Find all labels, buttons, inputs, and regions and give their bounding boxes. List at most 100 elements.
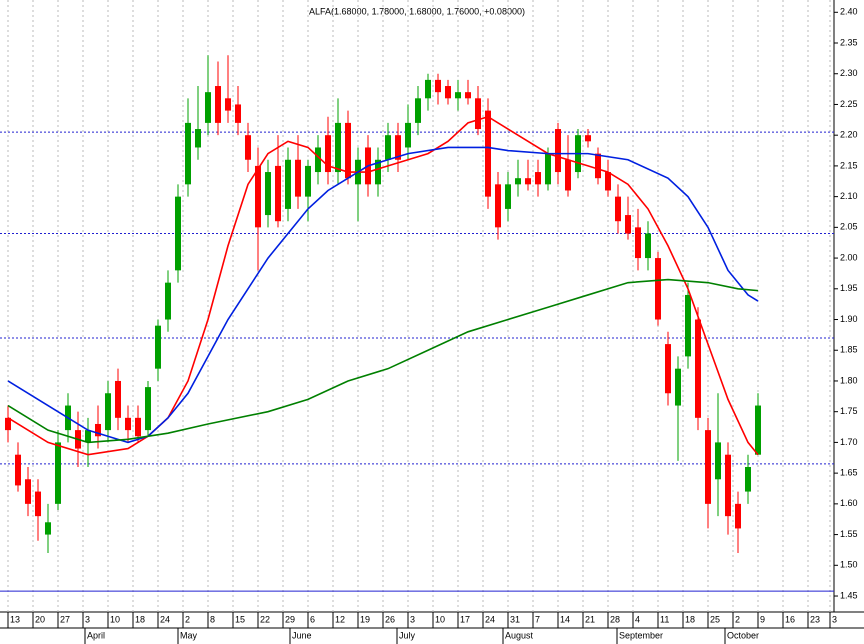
x-tick-label: 26 (385, 614, 395, 624)
candle-body (305, 165, 311, 197)
y-tick-label: 1.85 (840, 345, 858, 355)
y-tick-label: 1.95 (840, 283, 858, 293)
candle-body (25, 479, 31, 504)
y-tick-label: 2.20 (840, 130, 858, 140)
candle-body (265, 172, 271, 216)
candle-body (145, 387, 151, 431)
candle-body (375, 159, 381, 185)
candle-body (245, 135, 251, 160)
candle-body (595, 153, 601, 179)
x-tick-label: 8 (210, 614, 215, 624)
y-tick-label: 2.40 (840, 7, 858, 17)
candle-body (495, 184, 501, 228)
candle-body (555, 129, 561, 173)
candle-body (615, 196, 621, 222)
candle-body (645, 233, 651, 259)
candle-body (345, 122, 351, 179)
candle-body (385, 135, 391, 160)
candle-body (625, 215, 631, 234)
candle-body (135, 417, 141, 437)
candle-body (465, 92, 471, 99)
candle-body (515, 178, 521, 185)
candle-body (335, 122, 341, 173)
month-label: May (180, 630, 198, 640)
month-label: August (505, 630, 534, 640)
x-tick-label: 23 (810, 614, 820, 624)
x-tick-label: 24 (160, 614, 170, 624)
month-label: June (292, 630, 312, 640)
y-tick-label: 1.50 (840, 560, 858, 570)
candle-body (425, 79, 431, 99)
y-tick-label: 2.05 (840, 222, 858, 232)
candle-body (315, 147, 321, 173)
x-tick-label: 3 (85, 614, 90, 624)
candle-body (295, 159, 301, 197)
candle-body (275, 165, 281, 222)
x-tick-label: 9 (760, 614, 765, 624)
candle-body (695, 319, 701, 418)
month-label: April (87, 630, 105, 640)
candle-body (205, 92, 211, 123)
candle-body (445, 86, 451, 99)
candle-body (125, 417, 131, 431)
candle-body (285, 159, 291, 209)
x-tick-label: 14 (560, 614, 570, 624)
candle-body (455, 92, 461, 99)
x-tick-label: 10 (110, 614, 120, 624)
candle-body (635, 227, 641, 259)
y-tick-label: 2.35 (840, 37, 858, 47)
candle-body (705, 430, 711, 504)
y-tick-label: 1.90 (840, 314, 858, 324)
x-tick-label: 12 (335, 614, 345, 624)
x-tick-label: 2 (735, 614, 740, 624)
x-tick-label: 2 (185, 614, 190, 624)
candle-body (715, 442, 721, 480)
y-tick-label: 1.45 (840, 590, 858, 600)
candle-body (55, 442, 61, 504)
x-tick-label: 6 (310, 614, 315, 624)
y-tick-label: 1.80 (840, 375, 858, 385)
candle-body (175, 196, 181, 271)
x-tick-label: 18 (135, 614, 145, 624)
candle-body (755, 405, 761, 455)
candle-body (545, 153, 551, 185)
x-tick-label: 4 (635, 614, 640, 624)
x-tick-label: 19 (360, 614, 370, 624)
chart-title: ALFA(1.68000, 1.78000, 1.68000, 1.76000,… (309, 6, 525, 16)
candle-body (165, 282, 171, 320)
candle-body (45, 522, 51, 535)
candle-body (325, 135, 331, 173)
candle-body (405, 122, 411, 148)
candle-body (675, 368, 681, 406)
candle-body (215, 86, 221, 123)
month-label: July (399, 630, 416, 640)
candle-body (185, 122, 191, 185)
y-tick-label: 2.00 (840, 252, 858, 262)
moving-average-line (7, 146, 759, 444)
x-tick-label: 16 (785, 614, 795, 624)
x-tick-label: 25 (710, 614, 720, 624)
x-tick-label: 27 (60, 614, 70, 624)
candle-body (155, 325, 161, 369)
x-tick-label: 7 (535, 614, 540, 624)
x-tick-label: 10 (435, 614, 445, 624)
candle-body (475, 98, 481, 130)
x-tick-label: 17 (460, 614, 470, 624)
candle-body (505, 184, 511, 209)
candle-body (395, 135, 401, 160)
candle-body (435, 79, 441, 93)
candle-body (605, 172, 611, 191)
candle-body (525, 178, 531, 185)
x-tick-label: 3 (410, 614, 415, 624)
candle-body (535, 172, 541, 185)
x-tick-label: 18 (685, 614, 695, 624)
x-tick-label: 11 (660, 614, 669, 624)
y-tick-label: 1.60 (840, 498, 858, 508)
candle-body (85, 430, 91, 443)
x-tick-label: 28 (610, 614, 620, 624)
candle-body (485, 110, 491, 197)
candle-body (235, 104, 241, 123)
